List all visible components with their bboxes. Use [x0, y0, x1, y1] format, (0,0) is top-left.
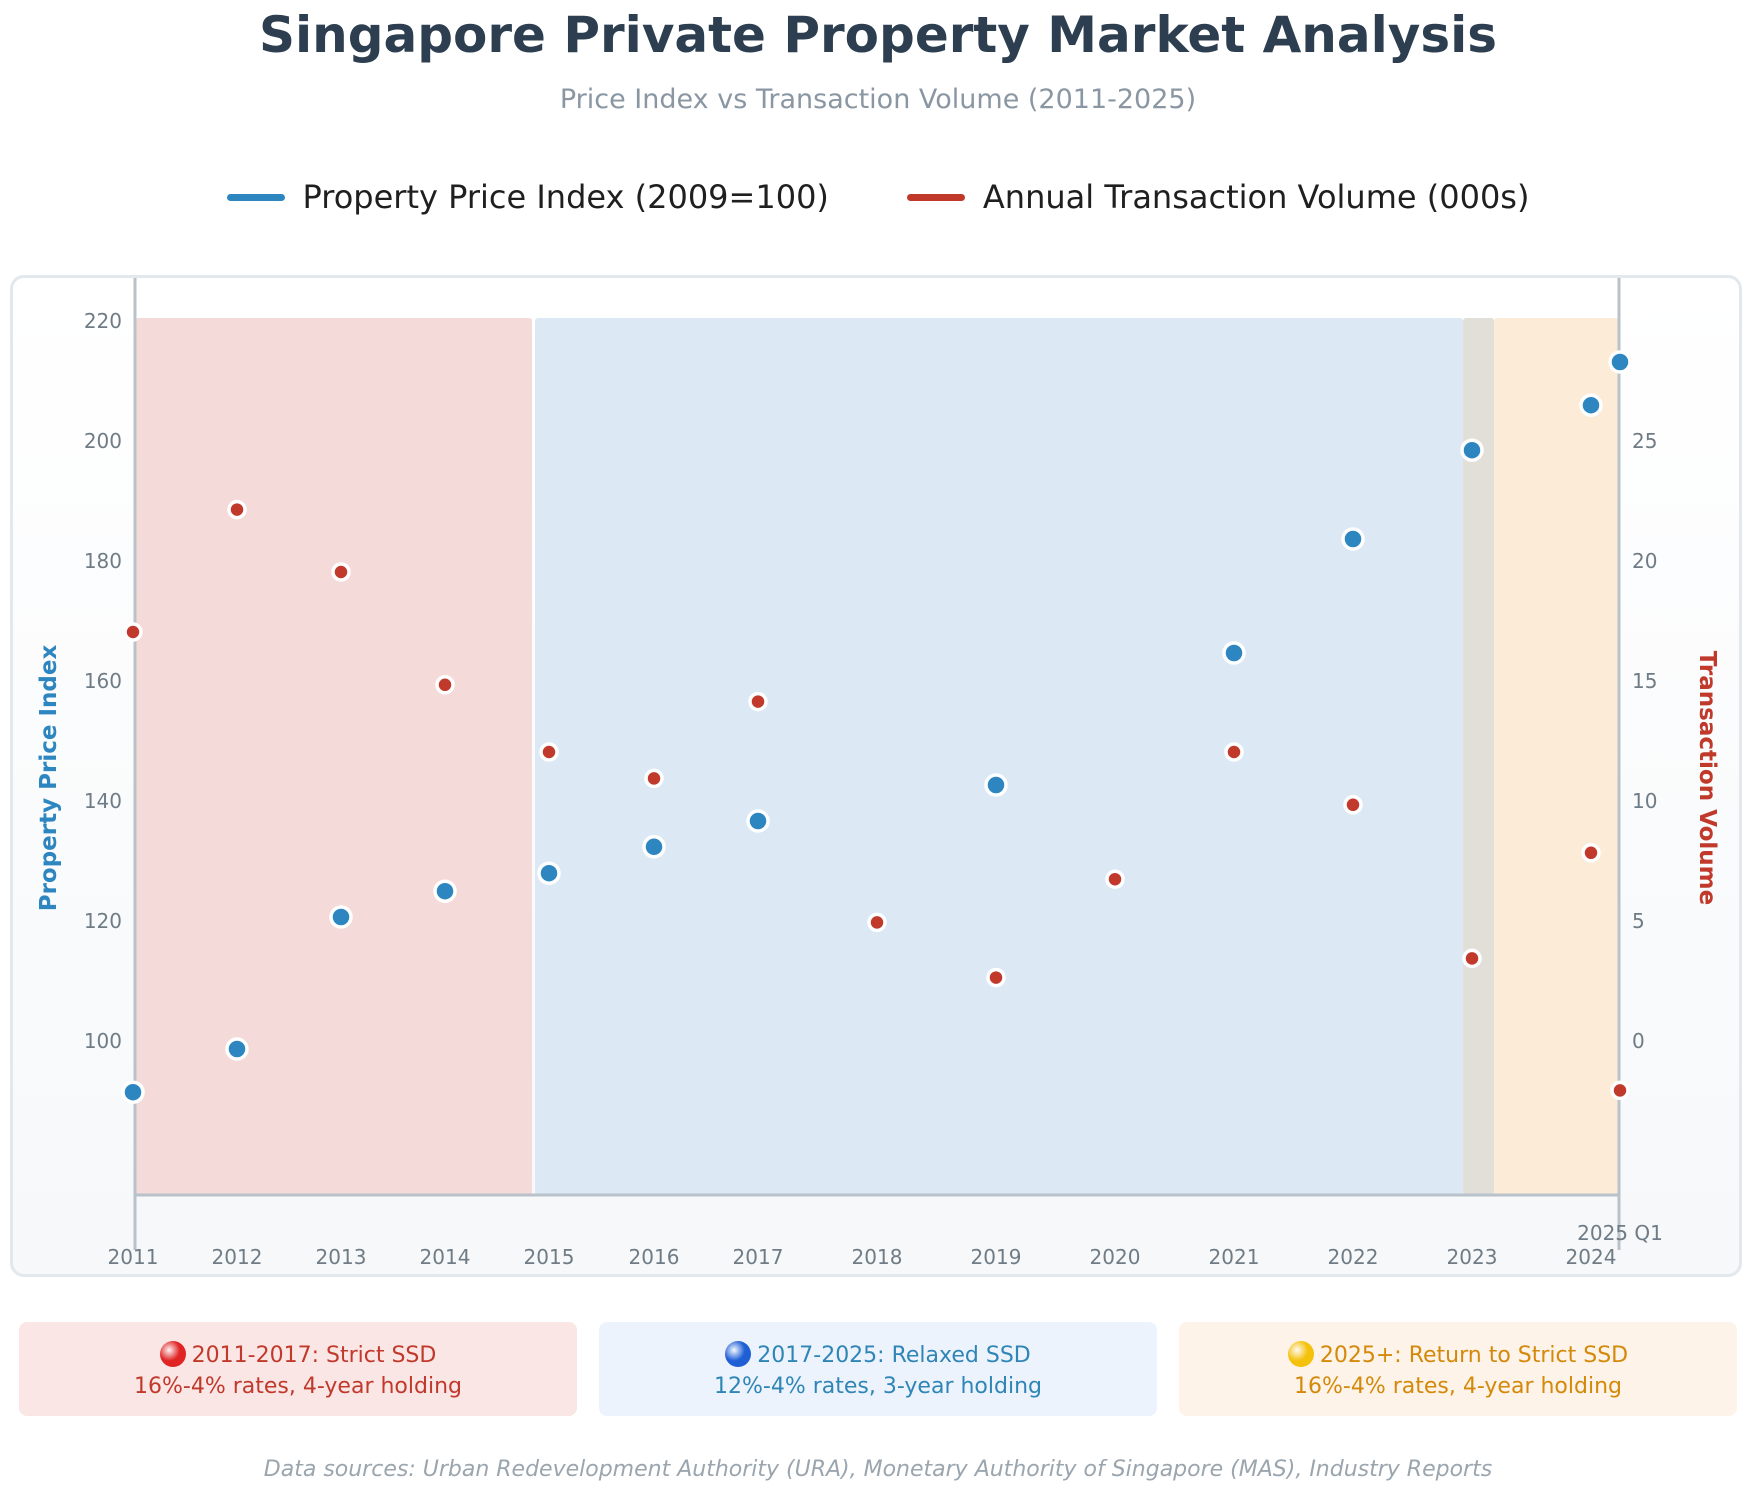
x-tick-label: 2021	[1209, 1245, 1260, 1269]
chart-title: Singapore Private Property Market Analys…	[258, 6, 1497, 64]
price-index-point	[537, 861, 561, 885]
data-sources-footer: Data sources: Urban Redevelopment Author…	[263, 1457, 1493, 1482]
legend-swatch-transaction-volume	[906, 193, 965, 201]
transaction-volume-point	[1224, 742, 1244, 762]
legend-label-transaction-volume: Annual Transaction Volume (000s)	[982, 178, 1530, 216]
regime-band	[1463, 318, 1494, 1195]
regime-detail: 16%-4% rates, 4-year holding	[1294, 1374, 1622, 1399]
x-tick-label: 2023	[1447, 1245, 1498, 1269]
legend-swatch-price-index	[226, 193, 285, 201]
transaction-volume-point	[1462, 948, 1482, 969]
price-index-point	[984, 773, 1008, 797]
transaction-volume-point	[986, 967, 1006, 988]
x-tick-label: 2024	[1566, 1245, 1617, 1269]
price-index-point	[433, 879, 457, 903]
price-index-point	[1222, 641, 1246, 665]
legend-item-price-index[interactable]: Property Price Index (2009=100)	[226, 178, 829, 216]
price-index-point	[1341, 527, 1365, 551]
transaction-volume-point	[123, 622, 143, 642]
blue-circle-icon	[725, 1341, 752, 1367]
red-circle-icon	[159, 1341, 186, 1367]
transaction-volume-point	[435, 675, 455, 695]
y-right-tick-label: 5	[1632, 909, 1645, 933]
price-index-point	[1608, 350, 1632, 374]
y-right-tick-label: 25	[1632, 429, 1657, 453]
regime-detail: 16%-4% rates, 4-year holding	[134, 1374, 462, 1399]
x-tick-label: 2020	[1090, 1245, 1141, 1269]
y-left-tick-label: 140	[84, 789, 122, 813]
x-tick-label: 2017	[733, 1245, 784, 1269]
regime-title: 2017-2025: Relaxed SSD	[757, 1343, 1031, 1368]
price-index-point	[1460, 438, 1484, 462]
transaction-volume-point	[227, 499, 247, 520]
transaction-volume-point	[1581, 843, 1601, 863]
transaction-volume-point	[1105, 869, 1125, 889]
regime-title: 2011-2017: Strict SSD	[191, 1343, 437, 1368]
regime-box-return-strict-ssd: 2025+: Return to Strict SSD 16%-4% rates…	[1179, 1322, 1737, 1416]
legend-label-price-index: Property Price Index (2009=100)	[302, 178, 829, 216]
y-left-tick-label: 180	[84, 549, 122, 573]
regime-band	[1494, 318, 1619, 1195]
transaction-volume-point	[331, 562, 351, 582]
yellow-circle-icon	[1287, 1341, 1314, 1367]
y-right-tick-label: 10	[1632, 789, 1657, 813]
x-tick-label: 2013	[316, 1245, 367, 1269]
x-tick-label: 2022	[1328, 1245, 1379, 1269]
regime-box-strict-ssd: 2011-2017: Strict SSD 16%-4% rates, 4-ye…	[19, 1322, 577, 1416]
y-left-tick-label: 100	[84, 1029, 122, 1053]
price-index-point	[746, 809, 770, 833]
price-index-point	[329, 905, 353, 929]
transaction-volume-point	[1343, 795, 1363, 815]
x-tick-label: 2025 Q1	[1577, 1221, 1663, 1245]
y-right-tick-label: 0	[1632, 1029, 1645, 1053]
transaction-volume-point	[1610, 1080, 1630, 1101]
legend-item-transaction-volume[interactable]: Annual Transaction Volume (000s)	[906, 178, 1530, 216]
chart-plot: 100 120 140 160 180 200 220 0 5 10 15 20 25 2011 2012 2…	[36, 278, 1720, 1269]
price-index-point	[642, 835, 666, 859]
x-tick-label: 2014	[420, 1245, 471, 1269]
y-right-tick-label: 15	[1632, 669, 1657, 693]
x-tick-label: 2011	[108, 1245, 159, 1269]
x-tick-label: 2016	[629, 1245, 680, 1269]
y-right-axis-title: Transaction Volume	[1694, 651, 1720, 905]
y-left-axis-title: Property Price Index	[36, 645, 62, 912]
price-index-point	[1579, 393, 1603, 417]
legend: Property Price Index (2009=100) Annual T…	[0, 178, 1756, 216]
transaction-volume-point	[644, 768, 664, 789]
x-tick-label: 2019	[971, 1245, 1022, 1269]
transaction-volume-point	[748, 691, 768, 712]
y-right-tick-label: 20	[1632, 549, 1657, 573]
y-left-tick-label: 200	[84, 429, 122, 453]
regime-title: 2025+: Return to Strict SSD	[1319, 1343, 1629, 1368]
y-left-tick-label: 160	[84, 669, 122, 693]
regime-band	[535, 318, 1463, 1195]
transaction-volume-point	[539, 742, 559, 762]
regime-detail: 12%-4% rates, 3-year holding	[714, 1374, 1042, 1399]
x-tick-label: 2018	[852, 1245, 903, 1269]
y-left-tick-label: 220	[84, 309, 122, 333]
price-index-point	[225, 1037, 249, 1061]
y-left-tick-label: 120	[84, 909, 122, 933]
x-tick-label: 2012	[212, 1245, 263, 1269]
transaction-volume-point	[867, 912, 887, 933]
regime-band	[135, 318, 532, 1195]
regime-box-relaxed-ssd: 2017-2025: Relaxed SSD 12%-4% rates, 3-y…	[599, 1322, 1157, 1416]
chart-subtitle: Price Index vs Transaction Volume (2011-…	[559, 84, 1197, 115]
x-tick-label: 2015	[524, 1245, 575, 1269]
price-index-point	[121, 1080, 145, 1104]
